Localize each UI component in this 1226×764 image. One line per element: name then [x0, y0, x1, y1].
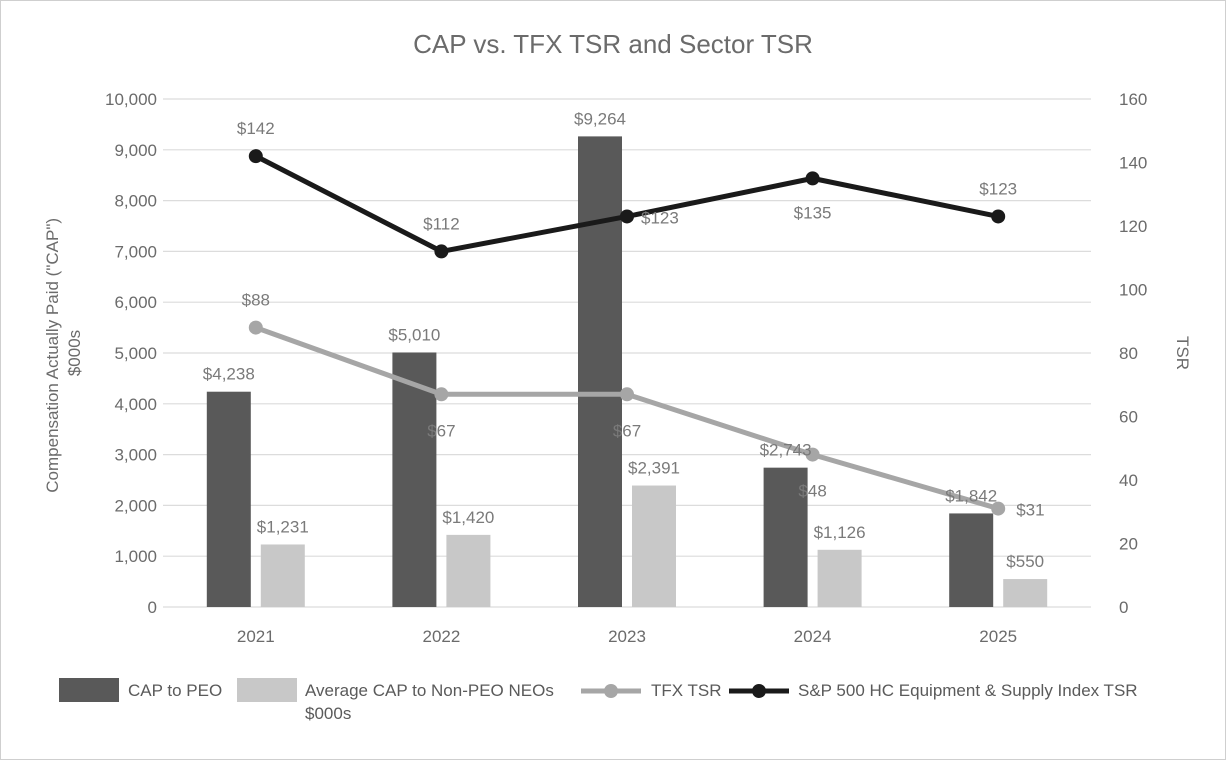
bar-cap-peo-2021 [206, 391, 251, 607]
label-tfx-2024: $48 [798, 482, 826, 501]
bar-avg-cap-2021 [260, 544, 305, 607]
line-tfx [254, 325, 999, 511]
marker-sp500-2023 [620, 209, 634, 224]
legend: CAP to PEO Average CAP to Non-PEO NEOs $… [59, 678, 1138, 723]
label-sp500-2024: $135 [794, 203, 832, 222]
bar-cap-peo-2024 [763, 467, 808, 607]
gridlines [163, 98, 1091, 608]
label-cap-peo-2022: $5,010 [388, 325, 440, 344]
y-left-tick-7: 7,000 [114, 242, 157, 261]
label-tfx-2021: $88 [242, 291, 270, 310]
marker-tfx-2021 [248, 320, 263, 335]
label-sp500-2021: $142 [237, 119, 275, 138]
y-right-tick-5: 100 [1119, 281, 1147, 300]
y-right-tick-1: 20 [1119, 535, 1138, 554]
label-sp500-2022: $112 [423, 214, 460, 233]
label-avg-cap-2025: $550 [1006, 552, 1044, 571]
label-tfx-2022: $67 [427, 421, 455, 440]
label-avg-cap-2021: $1,231 [257, 517, 309, 536]
y-right-tick-7: 140 [1119, 154, 1147, 173]
bar-avg-cap-2025 [1003, 579, 1048, 607]
y-left-tick-1: 1,000 [114, 547, 157, 566]
label-avg-cap-2022: $1,420 [442, 508, 494, 527]
legend-label-cap-peo: CAP to PEO [128, 681, 222, 700]
y-axis-left-title-line1: Compensation Actually Paid ("CAP") [43, 218, 62, 493]
y-left-tick-6: 6,000 [114, 293, 157, 312]
x-tick-2023: 2023 [608, 627, 646, 646]
series-lines [248, 149, 1006, 516]
marker-sp500-2021 [248, 149, 263, 164]
label-avg-cap-2024: $1,126 [814, 523, 866, 542]
marker-sp500-2022 [434, 244, 449, 259]
bar-avg-cap-2024 [817, 549, 862, 607]
legend-marker-sp500 [752, 684, 766, 698]
legend-label-tfx: TFX TSR [651, 681, 722, 700]
label-tfx-2023: $67 [613, 421, 641, 440]
legend-swatch-cap-peo [59, 678, 119, 702]
y-left-tick-2: 2,000 [114, 496, 157, 515]
label-sp500-2025: $123 [979, 179, 1017, 198]
label-avg-cap-2023: $2,391 [628, 459, 680, 478]
legend-label-sp500: S&P 500 HC Equipment & Supply Index TSR [798, 681, 1138, 700]
y-right-tick-2: 40 [1119, 471, 1138, 490]
y-axis-left-title-line2: $000s [65, 330, 84, 376]
marker-tfx-2024 [805, 447, 820, 462]
y-left-tick-5: 5,000 [114, 344, 157, 363]
line-sp500 [254, 153, 999, 254]
y-axis-left-title: Compensation Actually Paid ("CAP") $000s [43, 213, 84, 492]
x-tick-2021: 2021 [237, 627, 275, 646]
axis-ticks: 0 1,000 2,000 3,000 4,000 5,000 6,000 7,000 8,00… [105, 90, 1147, 646]
label-cap-peo-2023: $9,264 [574, 109, 626, 128]
legend-label-avg-cap-line2: $000s [305, 704, 351, 723]
y-left-tick-8: 8,000 [114, 192, 157, 211]
label-cap-peo-2021: $4,238 [203, 365, 255, 384]
data-labels: $4,238 $5,010 $9,264 $2,743 $1,842 $1,231 $1,4… [203, 109, 1045, 571]
marker-sp500-2024 [805, 171, 820, 186]
bar-cap-peo-2025 [949, 513, 994, 607]
x-tick-2025: 2025 [979, 627, 1017, 646]
label-cap-peo-2025: $1,842 [945, 486, 997, 505]
label-cap-peo-2024: $2,743 [760, 441, 812, 460]
y-left-tick-3: 3,000 [114, 446, 157, 465]
y-left-tick-9: 9,000 [114, 141, 157, 160]
y-left-tick-4: 4,000 [114, 395, 157, 414]
y-right-tick-6: 120 [1119, 217, 1147, 236]
chart-title: CAP vs. TFX TSR and Sector TSR [413, 29, 813, 59]
bar-cap-peo-2023 [578, 136, 622, 607]
marker-tfx-2023 [620, 387, 634, 402]
y-right-tick-3: 60 [1119, 408, 1138, 427]
marker-sp500-2025 [991, 209, 1006, 224]
legend-marker-tfx [604, 684, 618, 698]
bar-cap-peo-2022 [392, 352, 437, 607]
legend-swatch-avg-cap [237, 678, 297, 702]
bar-avg-cap-2022 [446, 534, 491, 607]
bar-avg-cap-2023 [632, 485, 676, 607]
y-axis-right-title: TSR [1173, 336, 1192, 370]
y-right-tick-4: 80 [1119, 344, 1138, 363]
marker-tfx-2022 [434, 387, 449, 402]
marker-tfx-2025 [991, 501, 1006, 516]
x-tick-2024: 2024 [794, 627, 832, 646]
y-right-tick-0: 0 [1119, 598, 1128, 617]
label-sp500-2023: $123 [641, 208, 679, 227]
y-right-tick-8: 160 [1119, 90, 1147, 109]
bars [206, 136, 1048, 607]
x-tick-2022: 2022 [422, 627, 460, 646]
label-tfx-2025: $31 [1016, 501, 1044, 520]
y-left-tick-0: 0 [148, 598, 157, 617]
legend-label-avg-cap-line1: Average CAP to Non-PEO NEOs [305, 681, 554, 700]
legend-label-avg-cap: Average CAP to Non-PEO NEOs $000s [305, 681, 559, 723]
y-left-tick-10: 10,000 [105, 90, 157, 109]
